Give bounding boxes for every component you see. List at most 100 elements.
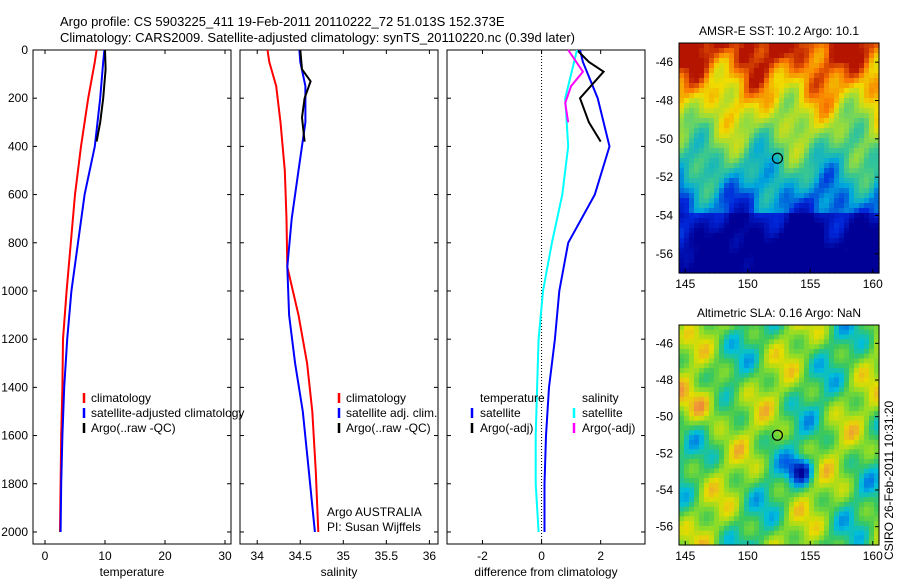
heatmap-cell xyxy=(854,478,860,484)
heatmap-cell xyxy=(704,268,710,274)
heatmap-cell xyxy=(854,233,860,239)
heatmap-cell xyxy=(729,382,735,388)
heatmap-cell xyxy=(759,113,765,119)
heatmap-cell xyxy=(699,163,705,169)
heatmap-cell xyxy=(809,449,815,455)
heatmap-cell xyxy=(689,458,695,465)
heatmap-cell xyxy=(759,382,765,388)
heatmap-cell xyxy=(869,93,875,99)
heatmap-cell xyxy=(774,387,780,393)
heatmap-cell xyxy=(719,325,725,331)
heatmap-cell xyxy=(864,463,870,470)
heatmap-cell xyxy=(749,198,755,204)
x-tick-label: 36 xyxy=(423,549,437,563)
heatmap-cell xyxy=(849,128,855,134)
heatmap-cell xyxy=(789,458,795,465)
heatmap-cell xyxy=(769,223,775,229)
heatmap-cell xyxy=(749,482,755,489)
heatmap-cell xyxy=(709,458,715,465)
heatmap-cell xyxy=(779,406,785,412)
heatmap-cell xyxy=(774,516,780,522)
heatmap-cell xyxy=(809,382,815,388)
heatmap-cell xyxy=(709,158,715,164)
heatmap-cell xyxy=(799,223,805,229)
heatmap-cell xyxy=(869,58,875,64)
heatmap-cell xyxy=(754,368,760,374)
heatmap-cell xyxy=(814,458,820,465)
heatmap-cell xyxy=(814,113,820,119)
heatmap-cell xyxy=(869,163,875,169)
heatmap-cell xyxy=(849,358,855,364)
heatmap-cell xyxy=(819,377,825,383)
heatmap-cell xyxy=(679,435,685,441)
heatmap-cell xyxy=(744,263,750,269)
heatmap-cell xyxy=(814,218,820,224)
heatmap-cell xyxy=(719,530,725,537)
heatmap-cell xyxy=(789,482,795,489)
heatmap-cell xyxy=(874,168,880,174)
heatmap-cell xyxy=(869,411,875,417)
heatmap-cell xyxy=(704,501,710,508)
heatmap-cell xyxy=(744,401,750,407)
heatmap-cell xyxy=(774,208,780,214)
heatmap-cell xyxy=(814,173,820,179)
heatmap-cell xyxy=(834,391,840,398)
heatmap-cell xyxy=(724,88,730,94)
heatmap-cell xyxy=(769,348,775,355)
heatmap-cell xyxy=(849,158,855,164)
heatmap-cell xyxy=(864,173,870,179)
heatmap-cell xyxy=(769,203,775,209)
heatmap-cell xyxy=(834,263,840,269)
heatmap-cell xyxy=(679,334,685,340)
heatmap-cell xyxy=(794,511,800,517)
heatmap-cell xyxy=(839,516,845,522)
heatmap-cell xyxy=(854,143,860,149)
heatmap-cell xyxy=(819,218,825,224)
heatmap-cell xyxy=(869,425,875,431)
heatmap-cell xyxy=(809,473,815,479)
heatmap-cell xyxy=(704,113,710,119)
heatmap-cell xyxy=(789,73,795,79)
heatmap-cell xyxy=(759,53,765,59)
heatmap-cell xyxy=(839,348,845,355)
heatmap-cell xyxy=(854,188,860,194)
heatmap-cell xyxy=(834,43,840,49)
heatmap-cell xyxy=(709,530,715,537)
heatmap-cell xyxy=(764,123,770,129)
heatmap-cell xyxy=(859,53,865,59)
heatmap-cell xyxy=(714,415,720,422)
heatmap-cell xyxy=(744,415,750,422)
heatmap-cell xyxy=(804,123,810,129)
heatmap-cell xyxy=(739,348,745,355)
heatmap-cell xyxy=(839,358,845,364)
heatmap-cell xyxy=(714,430,720,436)
heatmap-cell xyxy=(874,516,880,522)
heatmap-cell xyxy=(759,133,765,139)
heatmap-cell xyxy=(679,88,685,94)
heatmap-cell xyxy=(779,468,785,474)
heatmap-cell xyxy=(799,458,805,465)
map-y-tick-label: -56 xyxy=(656,247,674,261)
heatmap-cell xyxy=(734,58,740,64)
heatmap-cell xyxy=(724,329,730,336)
heatmap-cell xyxy=(784,382,790,388)
heatmap-cell xyxy=(849,478,855,484)
heatmap-cell xyxy=(769,363,775,369)
heatmap-cell xyxy=(789,263,795,269)
heatmap-cell xyxy=(874,458,880,465)
heatmap-cell xyxy=(679,168,685,174)
heatmap-cell xyxy=(684,525,690,532)
heatmap-cell xyxy=(859,454,865,460)
heatmap-cell xyxy=(794,425,800,431)
heatmap-cell xyxy=(804,93,810,99)
heatmap-cell xyxy=(819,203,825,209)
x-tick-label: 34 xyxy=(251,549,265,563)
heatmap-cell xyxy=(789,420,795,427)
heatmap-cell xyxy=(769,128,775,134)
heatmap-cell xyxy=(859,43,865,49)
heatmap-cell xyxy=(719,243,725,249)
heatmap-cell xyxy=(744,329,750,336)
heatmap-cell xyxy=(714,516,720,522)
heatmap-cell xyxy=(774,143,780,149)
